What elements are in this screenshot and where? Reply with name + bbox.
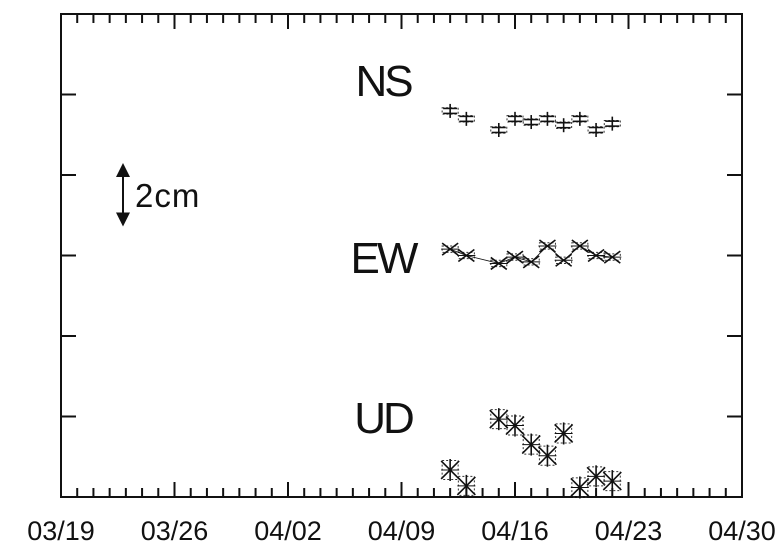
data-series: NS EW UD [351,57,622,499]
scale-bar-arrow-down [116,212,130,227]
series-ns: NS [355,57,621,137]
series-ud: UD [354,394,622,499]
data-point [491,122,506,137]
x-tick-label: 03/26 [141,516,209,546]
series-label-ew: EW [351,234,419,283]
scale-bar-arrow-up [116,163,130,177]
data-point [537,444,557,467]
series-line [449,245,613,264]
data-point [589,122,604,137]
x-tick-label: 04/02 [254,516,322,546]
data-point [586,465,606,488]
data-point [556,118,571,133]
data-point [570,476,590,499]
x-tick-label: 03/19 [27,516,95,546]
data-point [443,103,458,118]
data-point [489,408,509,431]
x-tick-label: 04/23 [595,516,663,546]
data-point [521,433,541,456]
data-point [524,115,539,130]
scale-bar-label: 2cm [135,177,200,214]
data-point [605,116,620,131]
data-point [602,470,622,493]
data-point [508,111,522,126]
data-point [459,111,474,126]
data-point [440,458,460,481]
x-tick-label: 04/16 [481,516,549,546]
series-ew: EW [351,234,622,283]
data-point [572,111,587,126]
data-point [505,414,525,437]
series-label-ud: UD [354,394,413,443]
x-tick-label: 04/30 [708,516,776,546]
scale-bar: 2cm [116,163,200,227]
data-point [554,422,574,445]
data-point [456,474,476,497]
x-tick-label: 04/09 [368,516,436,546]
tick-marks [60,14,743,497]
tick-labels: 03/19 03/26 04/02 04/09 04/16 04/23 04/30 [27,516,776,546]
series-label-ns: NS [355,57,412,106]
data-point [540,111,555,126]
